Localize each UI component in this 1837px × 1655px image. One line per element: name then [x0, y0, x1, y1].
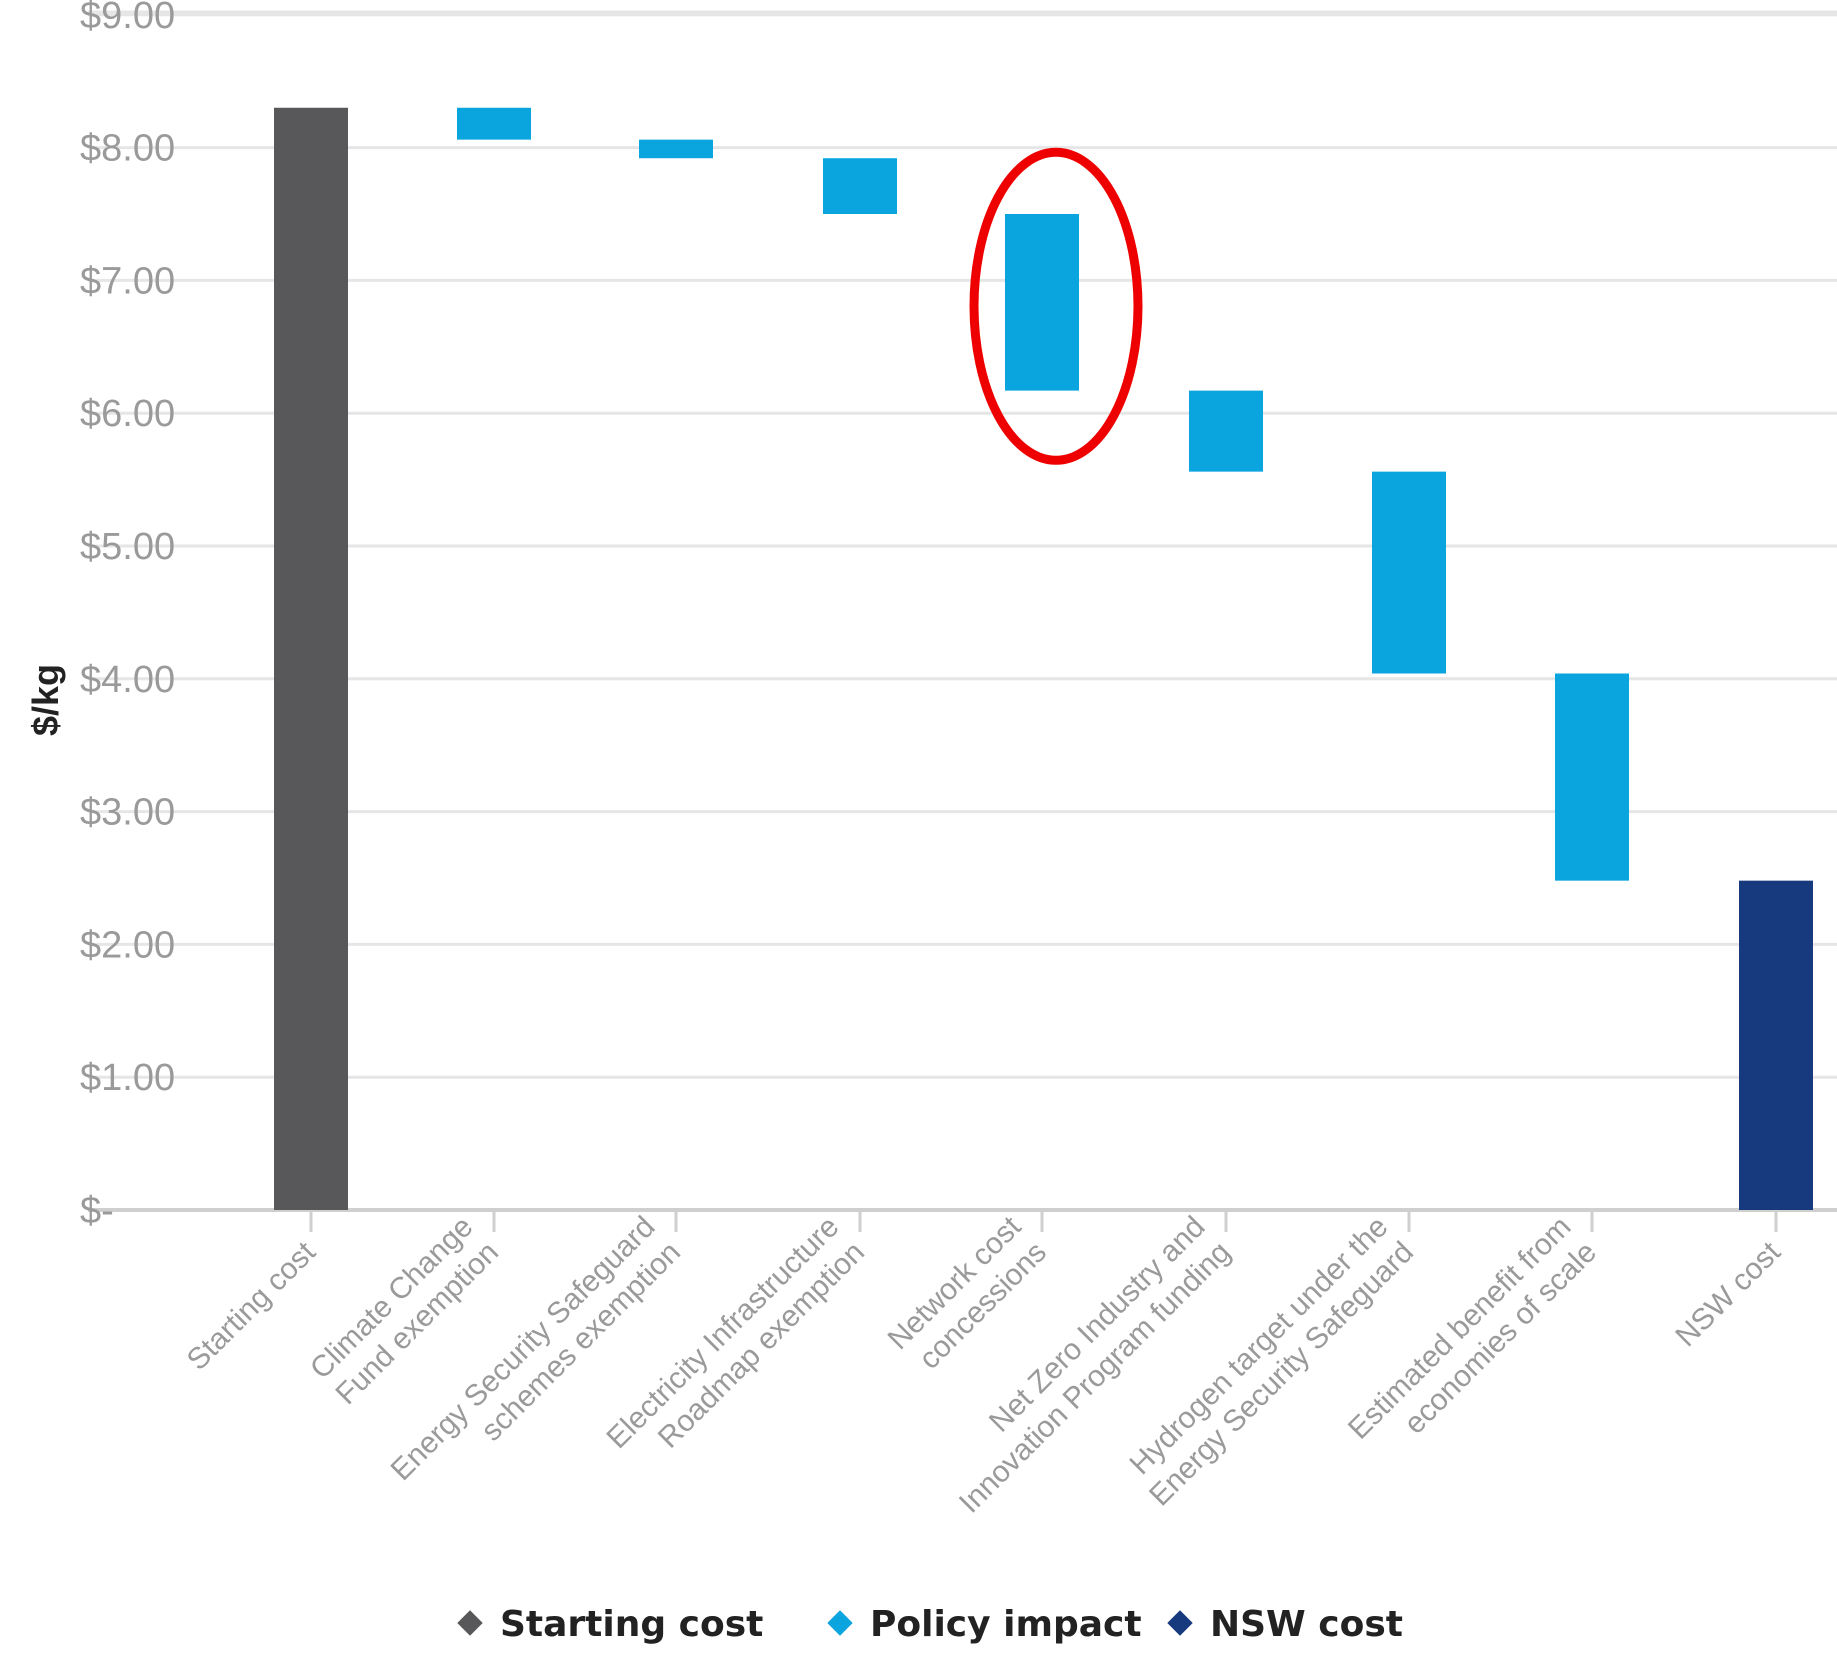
y-tick-label: $4.00	[80, 659, 175, 701]
legend-marker	[1167, 1610, 1193, 1636]
bar-2	[457, 107, 531, 140]
highlight-annotation	[969, 147, 1143, 465]
bars	[274, 107, 1813, 1210]
x-tick-label: NSW cost	[1669, 1235, 1787, 1353]
legend-label: Policy impact	[870, 1604, 1142, 1645]
bar-7	[1372, 471, 1446, 674]
x-tick-label-line: Roadmap exemption	[652, 1236, 871, 1455]
bar-6	[1189, 390, 1263, 472]
bar-5	[1005, 214, 1079, 391]
bar-1	[274, 107, 348, 1210]
y-tick-label: $-	[80, 1190, 114, 1232]
x-tick-label: Starting cost	[181, 1235, 323, 1377]
legend-marker	[827, 1610, 853, 1636]
y-tick-label: $7.00	[80, 260, 175, 302]
y-tick-label: $9.00	[80, 0, 175, 37]
bar-8	[1555, 673, 1629, 881]
x-axis-tick-marks	[309, 1210, 1778, 1232]
bar-4	[823, 158, 897, 214]
y-axis-ticks: $- $1.00 $2.00 $3.00 $4.00 $5.00 $6.00 $7.00 $8.…	[80, 0, 175, 1232]
bar-3	[639, 139, 713, 159]
x-tick-label-line: NSW cost	[1669, 1235, 1787, 1353]
y-tick-label: $1.00	[80, 1057, 175, 1099]
legend-label: NSW cost	[1210, 1604, 1403, 1645]
y-tick-label: $6.00	[80, 393, 175, 435]
x-tick-label-line: Starting cost	[181, 1235, 323, 1377]
y-tick-label: $5.00	[80, 526, 175, 568]
bar-9	[1739, 880, 1813, 1210]
highlight-ellipse	[969, 147, 1143, 465]
y-axis-label: $/kg	[25, 664, 66, 736]
y-tick-label: $8.00	[80, 128, 175, 170]
legend-label: Starting cost	[500, 1604, 763, 1645]
y-tick-label: $2.00	[80, 924, 175, 966]
y-tick-label: $3.00	[80, 792, 175, 834]
legend: Starting cost Policy impact NSW cost	[457, 1604, 1403, 1645]
legend-marker	[457, 1610, 483, 1636]
gridlines	[88, 10, 1837, 1212]
